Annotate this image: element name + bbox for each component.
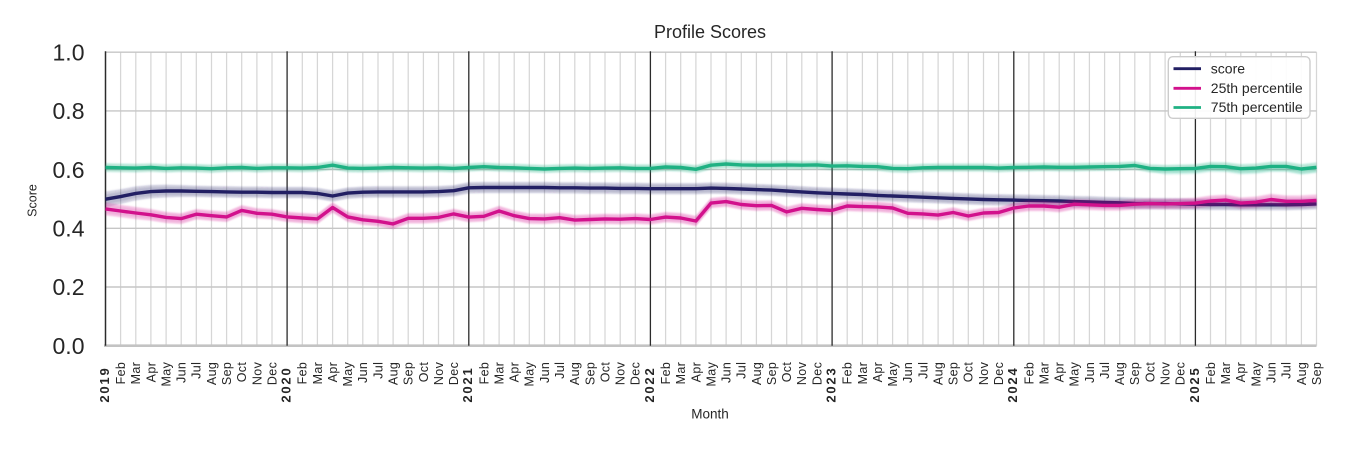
svg-text:Jun: Jun bbox=[901, 362, 915, 383]
svg-text:May: May bbox=[160, 361, 174, 386]
svg-text:Jul: Jul bbox=[735, 362, 749, 379]
svg-text:Profile Scores: Profile Scores bbox=[654, 22, 766, 42]
svg-text:May: May bbox=[1249, 361, 1263, 386]
svg-text:Feb: Feb bbox=[1204, 362, 1218, 385]
svg-text:Jul: Jul bbox=[916, 362, 930, 379]
svg-text:Aug: Aug bbox=[568, 362, 582, 385]
svg-text:Oct: Oct bbox=[598, 362, 612, 383]
svg-text:Mar: Mar bbox=[856, 362, 870, 385]
svg-text:Apr: Apr bbox=[689, 362, 703, 383]
svg-text:2024: 2024 bbox=[1005, 367, 1020, 403]
svg-text:25th percentile: 25th percentile bbox=[1211, 80, 1303, 96]
svg-text:Jun: Jun bbox=[720, 362, 734, 383]
svg-text:Mar: Mar bbox=[493, 362, 507, 385]
svg-text:Mar: Mar bbox=[311, 362, 325, 385]
svg-text:Oct: Oct bbox=[235, 362, 249, 383]
svg-text:Sep: Sep bbox=[583, 362, 597, 385]
svg-text:Apr: Apr bbox=[508, 362, 522, 383]
svg-text:Nov: Nov bbox=[250, 361, 264, 385]
svg-text:2025: 2025 bbox=[1187, 367, 1202, 403]
svg-text:Dec: Dec bbox=[265, 362, 279, 385]
svg-text:Apr: Apr bbox=[1053, 362, 1067, 383]
svg-text:Nov: Nov bbox=[1159, 361, 1173, 385]
svg-text:Apr: Apr bbox=[144, 362, 158, 383]
svg-text:Jul: Jul bbox=[371, 362, 385, 379]
svg-text:Dec: Dec bbox=[992, 362, 1006, 385]
svg-text:May: May bbox=[341, 361, 355, 386]
svg-text:Aug: Aug bbox=[387, 362, 401, 385]
svg-text:Oct: Oct bbox=[962, 362, 976, 383]
svg-text:Mar: Mar bbox=[674, 362, 688, 385]
svg-text:Feb: Feb bbox=[114, 362, 128, 385]
svg-text:Sep: Sep bbox=[402, 362, 416, 385]
svg-text:Feb: Feb bbox=[296, 362, 310, 385]
svg-text:Aug: Aug bbox=[1295, 362, 1309, 385]
svg-text:2019: 2019 bbox=[97, 367, 112, 403]
svg-text:Jul: Jul bbox=[1098, 362, 1112, 379]
svg-text:Oct: Oct bbox=[417, 362, 431, 383]
svg-text:Feb: Feb bbox=[841, 362, 855, 385]
svg-text:Jun: Jun bbox=[1265, 362, 1279, 383]
svg-text:Aug: Aug bbox=[750, 362, 764, 385]
svg-text:Jul: Jul bbox=[190, 362, 204, 379]
svg-text:Mar: Mar bbox=[1037, 362, 1051, 385]
svg-text:score: score bbox=[1211, 60, 1245, 76]
svg-text:Nov: Nov bbox=[432, 361, 446, 385]
svg-text:Jun: Jun bbox=[1083, 362, 1097, 383]
svg-text:2022: 2022 bbox=[642, 367, 657, 403]
svg-text:Dec: Dec bbox=[629, 362, 643, 385]
svg-text:0.6: 0.6 bbox=[53, 157, 85, 183]
svg-text:Sep: Sep bbox=[1310, 362, 1324, 385]
svg-text:May: May bbox=[523, 361, 537, 386]
svg-text:Sep: Sep bbox=[220, 362, 234, 385]
svg-text:Feb: Feb bbox=[659, 362, 673, 385]
svg-text:Oct: Oct bbox=[1143, 362, 1157, 383]
svg-text:Feb: Feb bbox=[477, 362, 491, 385]
svg-text:Sep: Sep bbox=[947, 362, 961, 385]
svg-text:Mar: Mar bbox=[1219, 362, 1233, 385]
svg-text:Jul: Jul bbox=[1280, 362, 1294, 379]
svg-text:Sep: Sep bbox=[1128, 362, 1142, 385]
svg-text:Aug: Aug bbox=[205, 362, 219, 385]
svg-text:May: May bbox=[704, 361, 718, 386]
svg-text:Jun: Jun bbox=[175, 362, 189, 383]
svg-text:Sep: Sep bbox=[765, 362, 779, 385]
svg-text:Aug: Aug bbox=[932, 362, 946, 385]
svg-text:Jun: Jun bbox=[356, 362, 370, 383]
svg-text:2021: 2021 bbox=[460, 367, 475, 403]
svg-text:Jun: Jun bbox=[538, 362, 552, 383]
svg-text:Oct: Oct bbox=[780, 362, 794, 383]
svg-text:0.0: 0.0 bbox=[53, 333, 85, 359]
svg-text:0.4: 0.4 bbox=[53, 216, 85, 242]
svg-text:Apr: Apr bbox=[326, 362, 340, 383]
svg-text:2020: 2020 bbox=[279, 367, 294, 403]
svg-text:0.2: 0.2 bbox=[53, 274, 85, 300]
svg-text:Month: Month bbox=[691, 407, 729, 422]
svg-text:Aug: Aug bbox=[1113, 362, 1127, 385]
svg-text:1.0: 1.0 bbox=[53, 39, 85, 65]
svg-text:Nov: Nov bbox=[977, 361, 991, 385]
svg-text:Mar: Mar bbox=[129, 362, 143, 385]
svg-text:May: May bbox=[1068, 361, 1082, 386]
svg-text:Nov: Nov bbox=[614, 361, 628, 385]
svg-text:Jul: Jul bbox=[553, 362, 567, 379]
svg-text:0.8: 0.8 bbox=[53, 98, 85, 124]
svg-text:2023: 2023 bbox=[824, 367, 839, 403]
svg-text:Dec: Dec bbox=[810, 362, 824, 385]
svg-text:Apr: Apr bbox=[1234, 362, 1248, 383]
svg-text:Nov: Nov bbox=[795, 361, 809, 385]
svg-text:Dec: Dec bbox=[447, 362, 461, 385]
svg-text:May: May bbox=[886, 361, 900, 386]
svg-text:Feb: Feb bbox=[1022, 362, 1036, 385]
svg-text:Apr: Apr bbox=[871, 362, 885, 383]
svg-text:Dec: Dec bbox=[1174, 362, 1188, 385]
svg-text:Score: Score bbox=[26, 184, 40, 217]
svg-text:75th percentile: 75th percentile bbox=[1211, 99, 1303, 115]
